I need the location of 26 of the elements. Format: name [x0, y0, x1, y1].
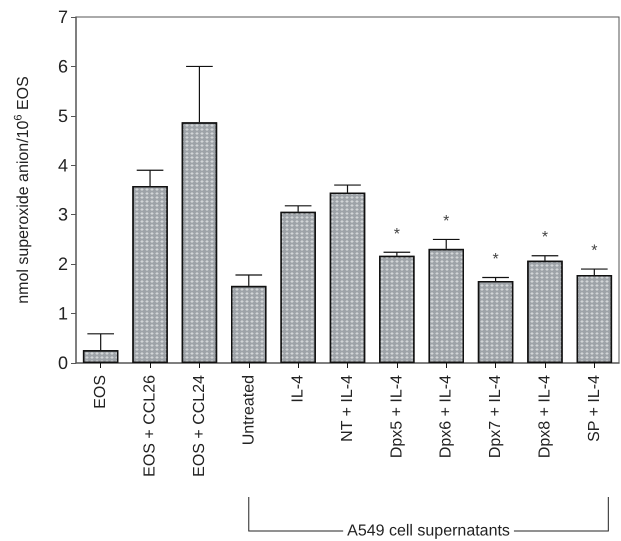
annotation: * — [394, 226, 400, 243]
x-tick-label: NT + IL-4 — [339, 374, 356, 442]
x-tick-label: Dpx7 + IL-4 — [487, 374, 504, 458]
x-tick-label: Dpx8 + IL-4 — [536, 374, 554, 458]
annotation: * — [492, 250, 499, 268]
x-tick-label: EOS + CCL26 — [142, 374, 159, 477]
x-tick-label: SP + IL-4 — [586, 374, 603, 442]
x-tick-label: Dpx5 + IL-4 — [388, 374, 406, 458]
y-tick-label: 3 — [58, 204, 68, 225]
y-tick-label: 4 — [58, 155, 68, 176]
annotation: * — [443, 212, 450, 230]
x-tick-label: Dpx6 + IL-4 — [438, 374, 455, 458]
x-tick-label: EOS — [92, 375, 110, 409]
y-tick-label: 5 — [58, 106, 68, 126]
y-tick-label: 1 — [58, 304, 68, 324]
annotation: * — [591, 242, 598, 260]
y-tick-label: 6 — [58, 56, 68, 76]
y-axis-title: nmol superoxide anion/106 EOS — [12, 76, 32, 304]
y-tick-label: 7 — [58, 7, 68, 27]
annotation: * — [542, 229, 548, 246]
text: A549 cell supernatants — [347, 522, 510, 540]
y-tick-label: 2 — [58, 254, 68, 274]
x-tick-label: IL-4 — [290, 374, 307, 403]
x-tick-label: EOS + CCL24 — [190, 374, 208, 477]
y-tick-label: 0 — [58, 353, 68, 373]
x-tick-label: Untreated — [240, 375, 258, 446]
